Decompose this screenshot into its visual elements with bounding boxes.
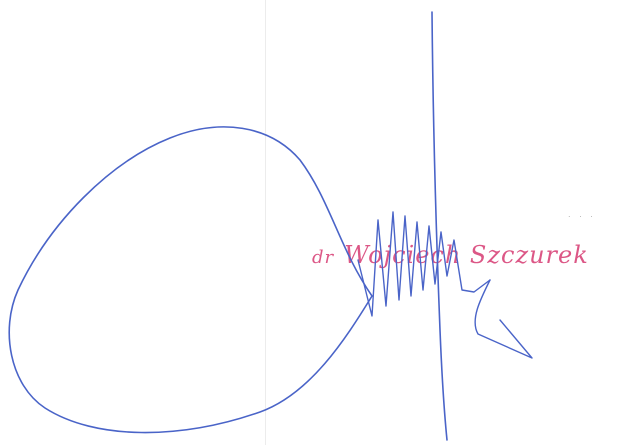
fold-line <box>265 0 266 445</box>
stamp-name-text: Wojciech Szczurek <box>344 241 589 269</box>
signature-vertical-stroke <box>431 11 448 441</box>
signature-zigzag-stroke <box>357 211 491 317</box>
name-stamp: dr Wojciech Szczurek <box>312 241 589 269</box>
dust-specks: . . . <box>568 210 596 219</box>
signature-loop-stroke <box>8 126 373 434</box>
stamp-title: dr <box>312 247 335 268</box>
signature-tail-stroke <box>474 279 533 359</box>
